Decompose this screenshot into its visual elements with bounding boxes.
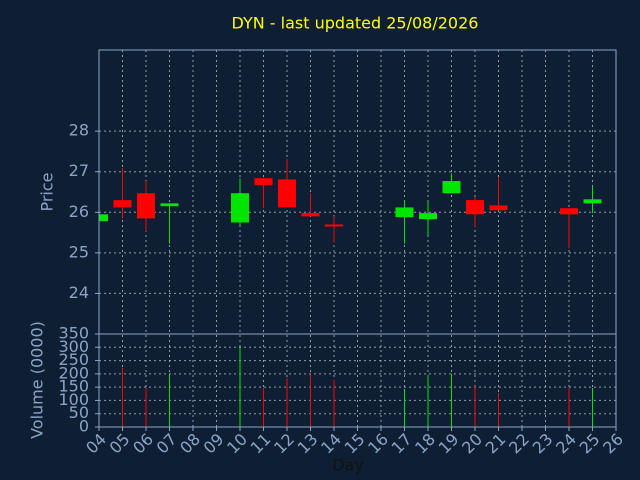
candle-body	[160, 203, 179, 207]
x-axis-label: Day	[332, 456, 364, 475]
y-tick-label: 24	[69, 283, 89, 302]
volume-axis-label: Volume (0000)	[28, 321, 47, 439]
y-axis-label: Price	[38, 172, 57, 211]
volume-tick-label: 350	[58, 324, 89, 343]
candle-body	[254, 178, 273, 186]
candle-body	[489, 205, 508, 211]
candle-body	[325, 224, 343, 227]
volume-tick-label: 0	[79, 417, 89, 436]
candle-body	[137, 193, 155, 219]
volume-tick-label: 50	[69, 403, 89, 422]
y-tick-label: 27	[69, 161, 89, 180]
y-tick-label: 26	[69, 202, 89, 221]
candle-body	[466, 200, 484, 215]
y-tick-label: 28	[69, 121, 89, 140]
y-tick-label: 25	[69, 242, 89, 261]
candle-body	[99, 214, 108, 222]
candle-body	[278, 179, 296, 208]
volume-panel-frame	[98, 333, 617, 428]
candle-body	[583, 199, 602, 204]
volume-tick-label: 200	[58, 363, 89, 382]
candle-body	[231, 193, 249, 223]
volume-tick-label: 100	[58, 390, 89, 409]
plot-area	[99, 159, 602, 427]
chart-title: DYN - last updated 25/08/2026	[232, 14, 479, 33]
candle-body	[442, 181, 461, 194]
volume-tick-label: 150	[58, 377, 89, 396]
candle-body	[419, 213, 437, 220]
volume-tick-label: 250	[58, 350, 89, 369]
candle-body	[560, 208, 578, 215]
candle-body	[395, 207, 414, 218]
candle-body	[113, 200, 132, 208]
volume-tick-label: 300	[58, 337, 89, 356]
candle-body	[301, 213, 320, 217]
